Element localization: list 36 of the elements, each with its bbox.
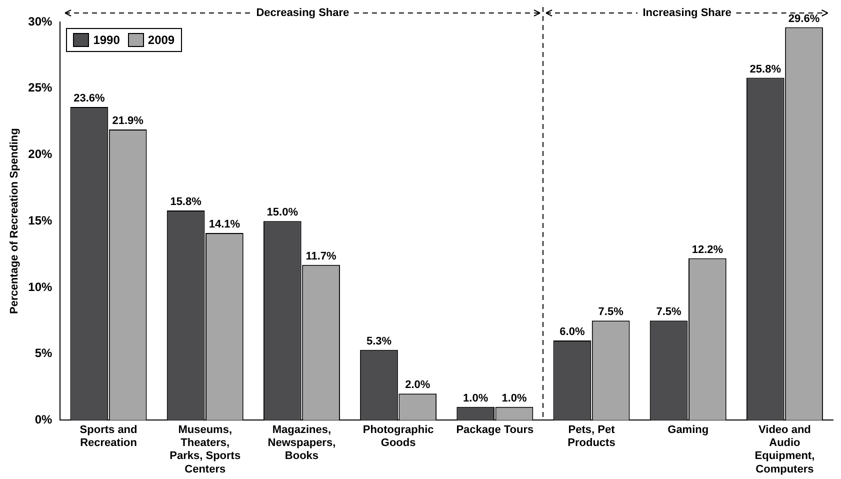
data-label: 7.5% [598,306,624,318]
y-axis-title: Percentage of Recreation Spending [8,128,21,314]
x-tick-label: Sports and Recreation [80,424,138,450]
data-label: 7.5% [656,306,682,318]
data-label: 29.6% [788,12,820,25]
data-label: 1.0% [502,392,527,404]
data-label: 11.7% [306,250,337,262]
text: Decreasing Share [255,6,350,20]
data-label: 1.0% [463,392,488,404]
y-tick-label: 20% [28,147,53,162]
x-tick-label: Photographic Goods [362,424,434,450]
x-tick-label: Museums, Theaters, Parks, Sports Centers [170,424,241,476]
y-tick-label: 25% [28,80,53,95]
data-label: 5.3% [366,335,392,348]
y-tick-label: 30% [28,14,53,28]
y-tick-label: 15% [28,213,53,228]
data-label: 25.8% [750,63,782,76]
data-label: 15.8% [170,196,202,208]
y-tick-label: 5% [34,346,53,360]
y-tick-label: 0% [34,412,53,427]
data-label: 23.6% [74,92,106,104]
data-label: 14.1% [208,218,240,231]
x-tick-label: Video and Audio Equipment, Computers [754,424,815,476]
legend-label: 2009 [148,33,175,47]
data-label: 12.2% [692,244,724,256]
data-label: 6.0% [560,326,585,338]
x-tick-label: Package Tours [456,424,534,436]
text: Increasing Share [642,6,732,20]
x-tick-label: Pets, Pet Products [568,424,616,450]
x-tick-label: Gaming [668,424,709,436]
legend-label: 1990 [93,33,120,47]
data-label: 15.0% [266,206,298,219]
data-label: 2.0% [405,379,430,392]
y-tick-label: 10% [28,280,53,294]
x-tick-label: Magazines, Newspapers, Books [268,424,336,462]
data-label: 21.9% [112,115,144,128]
